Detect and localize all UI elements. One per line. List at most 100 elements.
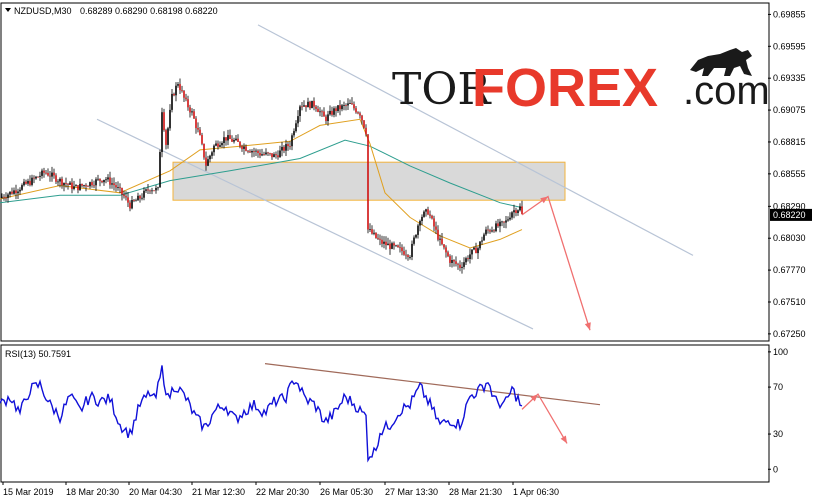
candle bbox=[237, 134, 239, 142]
candle bbox=[309, 100, 311, 110]
rsi-tick-label: 70 bbox=[773, 382, 783, 392]
candle bbox=[227, 129, 229, 146]
candle bbox=[121, 187, 123, 201]
candle bbox=[245, 144, 247, 152]
candle bbox=[407, 254, 409, 261]
rsi-line bbox=[0, 365, 523, 463]
candle bbox=[143, 187, 145, 201]
candle bbox=[477, 246, 479, 259]
candle bbox=[463, 257, 465, 270]
candle bbox=[333, 106, 335, 118]
candle bbox=[221, 141, 223, 148]
candle bbox=[23, 178, 25, 187]
candle bbox=[285, 139, 287, 156]
candle bbox=[19, 187, 21, 195]
candle bbox=[125, 191, 127, 201]
candle bbox=[93, 180, 95, 189]
candle bbox=[179, 78, 181, 94]
collapse-triangle-icon[interactable] bbox=[5, 8, 11, 12]
candle bbox=[393, 241, 395, 250]
candle bbox=[229, 129, 231, 140]
candle bbox=[31, 174, 33, 187]
candle bbox=[83, 184, 85, 188]
candle bbox=[323, 107, 325, 117]
candle bbox=[261, 148, 263, 157]
candle bbox=[347, 98, 349, 110]
candle bbox=[391, 241, 393, 250]
candle bbox=[431, 214, 433, 220]
candle bbox=[269, 152, 271, 156]
candle bbox=[169, 104, 171, 131]
candle bbox=[193, 109, 195, 119]
candle bbox=[213, 144, 215, 156]
rsi-forecast-arrow bbox=[521, 393, 568, 444]
candle bbox=[73, 180, 75, 191]
candle bbox=[255, 148, 257, 156]
price-tick-label: 0.68030 bbox=[773, 233, 806, 243]
candle bbox=[461, 262, 463, 274]
candle bbox=[257, 149, 259, 158]
candle bbox=[447, 250, 449, 258]
candle bbox=[415, 234, 417, 239]
current-price-tag: 0.68220 bbox=[770, 208, 812, 221]
symbol-title: NZDUSD,M30 bbox=[14, 6, 72, 16]
time-tick-label: 28 Mar 21:30 bbox=[449, 487, 502, 497]
time-tick-label: 18 Mar 20:30 bbox=[66, 487, 119, 497]
candle bbox=[79, 178, 81, 191]
price-tick-label: 0.68555 bbox=[773, 169, 806, 179]
candle bbox=[405, 249, 407, 260]
candle bbox=[515, 207, 517, 217]
candle bbox=[357, 111, 359, 115]
candle bbox=[203, 143, 205, 160]
candle bbox=[123, 190, 125, 199]
candle bbox=[373, 229, 375, 236]
candle bbox=[287, 141, 289, 151]
candle bbox=[5, 192, 7, 202]
candle bbox=[241, 144, 243, 152]
candle bbox=[413, 235, 415, 246]
candle bbox=[21, 183, 23, 191]
candle bbox=[197, 122, 199, 133]
supply-zone bbox=[172, 161, 566, 201]
candle bbox=[209, 154, 211, 163]
candle bbox=[35, 175, 37, 180]
candle bbox=[161, 107, 163, 158]
candle bbox=[87, 185, 89, 188]
candle bbox=[119, 183, 121, 194]
candle bbox=[465, 256, 467, 265]
candle bbox=[57, 179, 59, 186]
candle bbox=[299, 104, 301, 122]
candle bbox=[141, 193, 143, 201]
rsi-tick-label: 30 bbox=[773, 429, 783, 439]
candle bbox=[259, 149, 261, 159]
candle bbox=[365, 124, 367, 137]
candle bbox=[371, 225, 373, 235]
candle bbox=[247, 150, 249, 154]
svg-text:TOR: TOR bbox=[392, 64, 492, 115]
candle bbox=[135, 198, 137, 202]
candle bbox=[37, 176, 39, 178]
candle bbox=[3, 194, 5, 201]
candle bbox=[155, 185, 157, 194]
candle bbox=[39, 171, 41, 181]
candle bbox=[337, 105, 339, 113]
candle bbox=[281, 142, 283, 157]
candle bbox=[345, 103, 347, 111]
candle bbox=[251, 149, 253, 158]
candle bbox=[27, 178, 29, 186]
candle bbox=[351, 97, 353, 105]
candle bbox=[273, 152, 275, 158]
candle bbox=[265, 148, 267, 156]
candle bbox=[201, 132, 203, 146]
candle bbox=[231, 135, 233, 142]
candle bbox=[67, 183, 69, 190]
candle bbox=[205, 151, 207, 171]
candle bbox=[409, 255, 411, 260]
candle bbox=[59, 177, 61, 188]
rsi-tick-label: 100 bbox=[773, 347, 788, 357]
candle bbox=[301, 102, 303, 111]
candle bbox=[9, 191, 11, 198]
candle bbox=[355, 106, 357, 114]
candle bbox=[189, 104, 191, 118]
